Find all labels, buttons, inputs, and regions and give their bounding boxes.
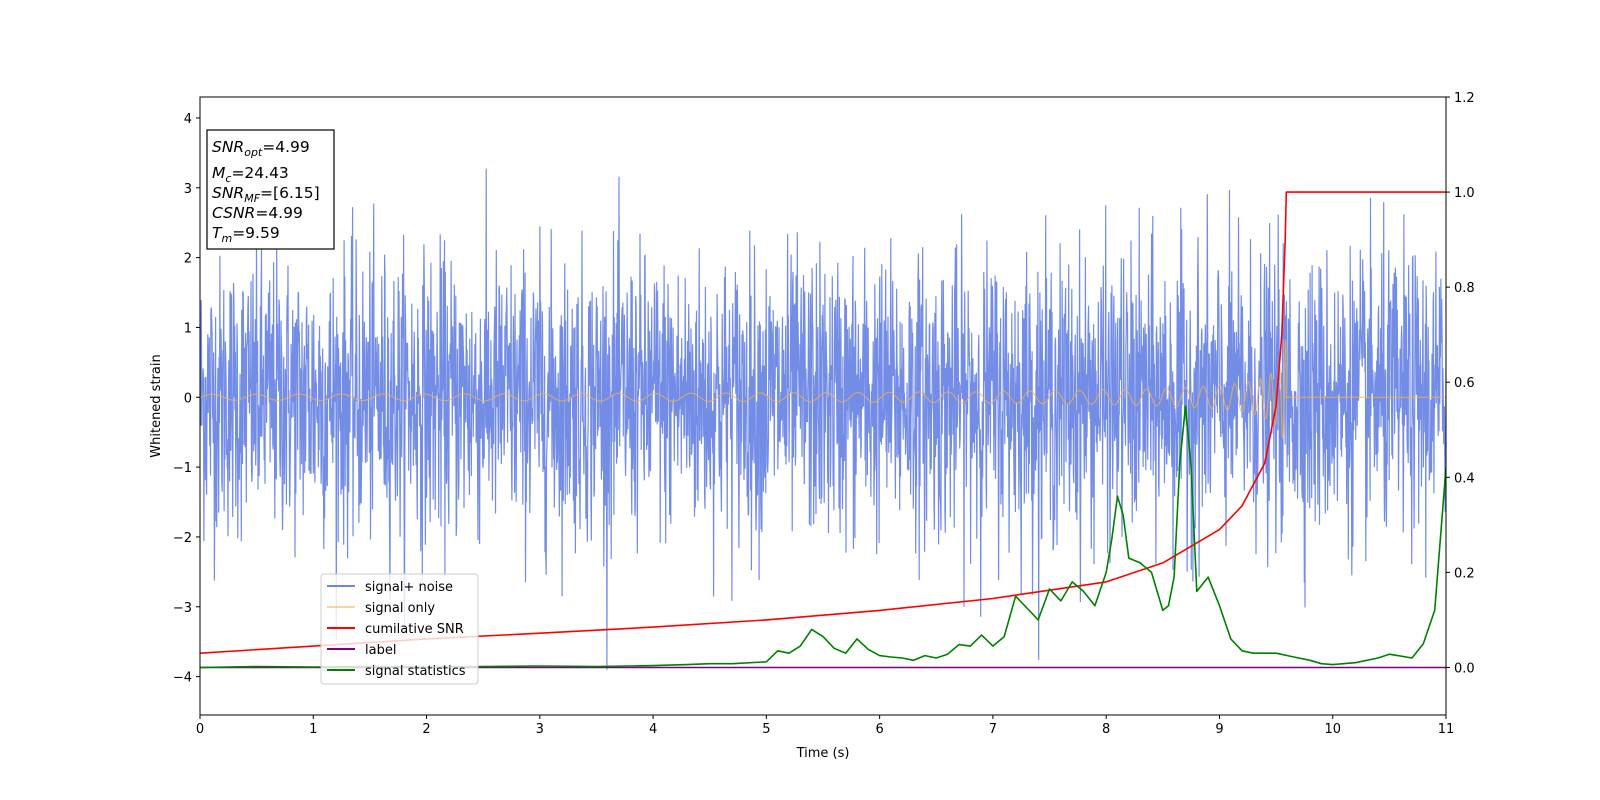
y2-tick-label: 0.6 [1454,376,1475,391]
x-tick-label: 1 [309,722,317,737]
x-tick-label: 10 [1324,722,1341,737]
legend: signal+ noise signal only cumilative SNR la… [320,573,479,685]
x-tick-label: 2 [422,722,430,737]
annotation-line: Mc=24.43 [212,164,289,185]
legend-label: signal statistics [365,664,466,679]
x-tick-label: 3 [536,722,544,737]
series-cumilative-snr [200,191,1446,654]
x-tick-label: 8 [1102,722,1110,737]
annotation-line: SNRopt=4.99 [212,138,310,159]
x-tick-label: 0 [196,722,204,737]
legend-frame [320,573,479,685]
y-tick-label: −3 [173,601,192,616]
y-tick-label: −4 [173,671,192,686]
y-axis-label: Whitened strain [149,354,164,457]
y-tick-label: 2 [184,252,192,267]
legend-label: cumilative SNR [365,622,464,637]
y-tick-label: 0 [184,391,192,406]
x-tick-label: 6 [875,722,883,737]
annotation-line: Tm=9.59 [212,224,280,245]
y2-tick-label: 0.2 [1454,566,1475,581]
series-signal-only [200,339,1446,439]
legend-label: label [365,643,396,658]
legend-label: signal+ noise [365,580,453,595]
series-signal-plus-noise [200,168,1446,670]
y-tick-label: 3 [184,182,192,197]
x-tick-label: 11 [1438,722,1455,737]
x-tick-label: 4 [649,722,657,737]
x-axis-label: Time (s) [796,746,850,761]
y2-tick-label: 1.2 [1454,91,1475,106]
annotation-line: SNRMF=[6.15] [212,184,320,205]
legend-label: signal only [365,601,435,616]
series-signal-statistics [200,405,1446,669]
y2-tick-label: 1.0 [1454,186,1475,201]
axes-layer: 0 1 2 3 4 5 6 7 8 9 10 11 −4 −3 −2 −1 0 1 2 3 4 0.0 0.2 0.4 0.6 0… [173,91,1475,737]
y-tick-label: −1 [173,461,192,476]
x-tick-label: 9 [1215,722,1223,737]
plot-frame [199,96,1447,716]
y-tick-label: 4 [184,112,192,127]
y-tick-label: 1 [184,321,192,336]
y-tick-label: −2 [173,531,192,546]
y2-tick-label: 0.4 [1454,471,1475,486]
y2-tick-label: 0.8 [1454,281,1475,296]
x-tick-label: 7 [989,722,997,737]
x-tick-label: 5 [762,722,770,737]
annotation-frame [206,129,335,250]
annotation-line: CSNR=4.99 [212,204,303,222]
y2-tick-label: 0.0 [1454,661,1475,676]
metrics-annotation-box: SNRopt=4.99 Mc=24.43SNRMF=[6.15]CSNR=4.99… [206,129,335,250]
